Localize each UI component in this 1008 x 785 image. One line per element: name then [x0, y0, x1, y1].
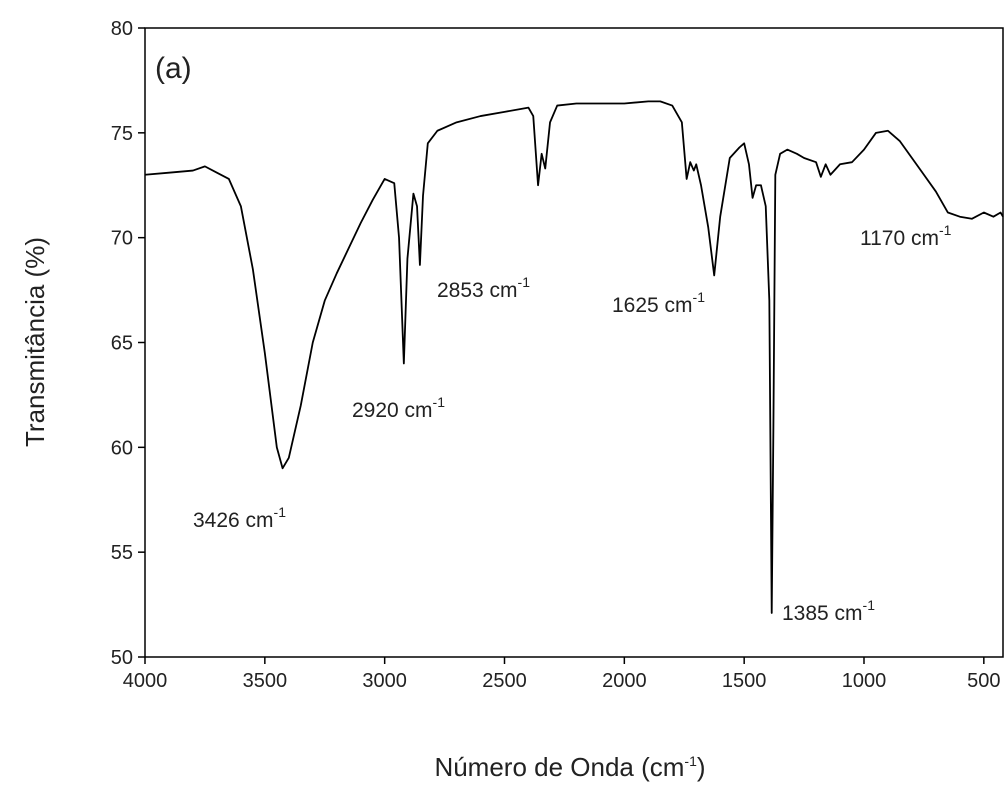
peak-annotation-text: 2853 cm [437, 279, 518, 302]
x-tick-label: 2000 [602, 670, 647, 692]
peak-annotation-sup: -1 [693, 289, 706, 305]
x-axis-title-sup: -1 [684, 753, 697, 769]
y-tick-label: 60 [111, 437, 133, 459]
x-tick-label: 1500 [722, 670, 767, 692]
x-tick-label: 2500 [482, 670, 527, 692]
peak-annotation-text: 1170 cm [860, 227, 939, 250]
peak-annotation-sup: -1 [433, 394, 446, 410]
panel-label: (a) [155, 52, 192, 85]
y-axis-title: Transmitância (%) [20, 237, 50, 447]
peak-annotation: 1385 cm-1 [782, 597, 875, 625]
spectrum-line [144, 100, 1004, 614]
y-tick-label: 50 [111, 647, 133, 669]
peak-annotation-sup: -1 [863, 597, 876, 613]
x-axis-title-text: Número de Onda (cm [434, 752, 684, 782]
plot-frame [144, 27, 1004, 658]
peak-annotation-text: 3426 cm [193, 509, 274, 532]
x-tick-label: 3500 [243, 670, 288, 692]
y-tick-label: 75 [111, 123, 133, 145]
peak-annotation-text: 2920 cm [352, 399, 433, 422]
peak-annotation: 3426 cm-1 [193, 504, 286, 532]
peak-annotation-text: 1625 cm [612, 294, 693, 317]
peak-annotation-sup: -1 [939, 222, 952, 238]
peak-annotation: 2853 cm-1 [437, 274, 530, 302]
y-tick-label: 55 [111, 542, 133, 564]
x-axis-title-tail: ) [697, 752, 706, 782]
y-tick-label: 70 [111, 228, 133, 250]
peak-annotation-text: 1385 cm [782, 602, 863, 625]
x-tick-label: 500 [967, 670, 1000, 692]
peak-annotation: 1625 cm-1 [612, 289, 705, 317]
peak-annotation-sup: -1 [274, 504, 287, 520]
y-tick-label: 65 [111, 333, 133, 355]
peak-annotation: 2920 cm-1 [352, 394, 445, 422]
peak-annotation-sup: -1 [518, 274, 531, 290]
peak-annotation: 1170 cm-1 [860, 222, 952, 250]
x-tick-label: 3000 [362, 670, 407, 692]
y-tick-label: 80 [111, 18, 133, 40]
x-tick-label: 1000 [842, 670, 887, 692]
x-tick-label: 4000 [123, 670, 168, 692]
x-axis-title: Número de Onda (cm-1) [434, 752, 705, 782]
